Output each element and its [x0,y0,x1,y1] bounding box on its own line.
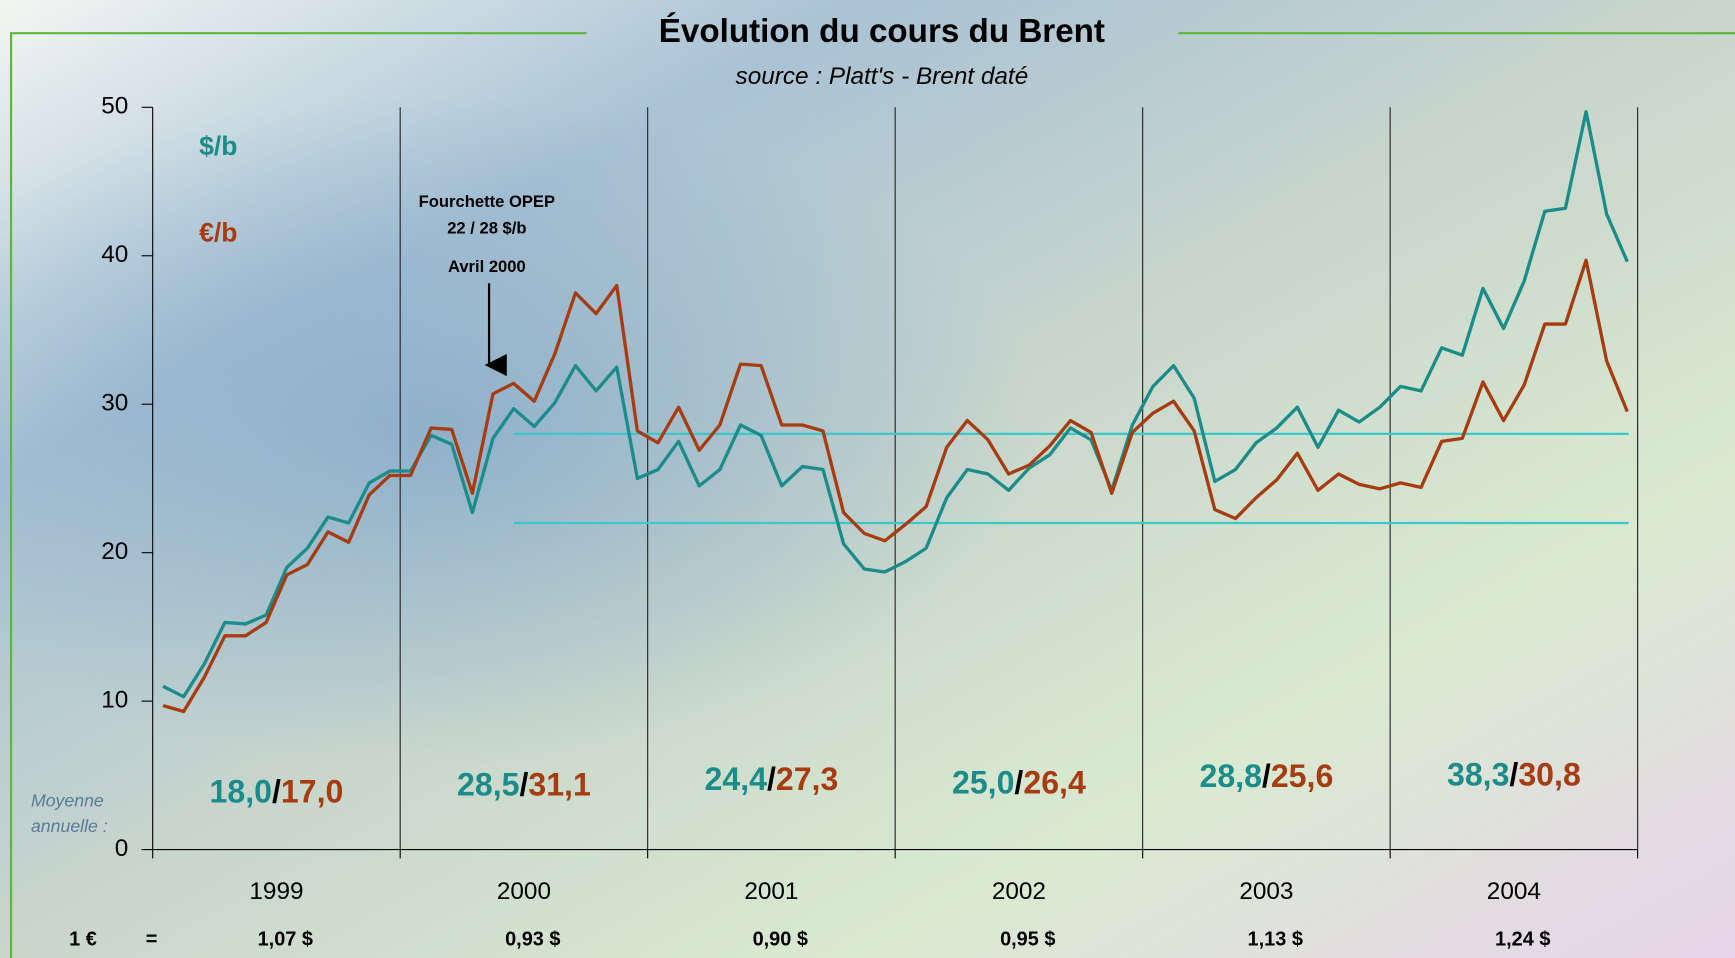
x-tick-label: 2001 [744,878,798,905]
average-usd: 28,5 [457,767,519,803]
annual-average: 24,4/27,3 [705,762,839,798]
average-separator: / [1014,765,1023,801]
exchange-rate: 0,90 $ [753,929,808,951]
annotation: Avril 2000 [448,257,526,276]
average-separator: / [272,774,281,810]
chart: Évolution du cours du Brent source : Pla… [0,0,1735,958]
background-glow [0,0,1735,958]
y-tick-label: 20 [101,538,128,565]
average-eur: 26,4 [1023,765,1086,801]
y-tick-label: 0 [115,835,129,862]
average-usd: 18,0 [210,774,272,810]
annual-average: 28,5/31,1 [457,767,591,803]
legend-label: $/b [199,131,237,161]
x-tick-label: 2003 [1239,878,1293,905]
exchange-rate: 0,95 $ [1000,929,1055,951]
annotation: 22 / 28 $/b [447,218,526,237]
average-eur: 30,8 [1518,757,1580,793]
average-separator: / [767,762,776,798]
average-usd: 28,8 [1199,758,1261,794]
average-eur: 31,1 [528,767,590,803]
annual-average: 28,8/25,6 [1199,758,1333,794]
average-caption: annuelle : [31,816,108,836]
y-tick-label: 10 [101,687,128,714]
annotation: Fourchette OPEP [419,192,555,211]
chart-subtitle: source : Platt's - Brent daté [736,63,1029,90]
annual-average: 25,0/26,4 [952,765,1086,801]
y-tick-label: 40 [101,241,128,268]
y-tick-label: 50 [101,93,128,120]
average-separator: / [1262,758,1271,794]
exchange-rate: 1,24 $ [1495,929,1550,951]
average-eur: 25,6 [1271,758,1333,794]
average-separator: / [519,767,528,803]
exchange-label: 1 € [69,929,97,951]
exchange-equals: = [146,929,158,951]
exchange-rate: 1,13 $ [1248,929,1303,951]
y-tick-label: 30 [101,390,128,417]
x-tick-label: 2000 [497,878,551,905]
average-separator: / [1509,757,1518,793]
average-usd: 38,3 [1447,757,1509,793]
annual-average: 38,3/30,8 [1447,757,1581,793]
annual-average: 18,0/17,0 [210,774,344,810]
average-usd: 25,0 [952,765,1014,801]
legend-label: €/b [199,218,237,248]
average-caption: Moyenne [31,791,104,811]
exchange-rate: 0,93 $ [505,929,560,951]
x-tick-label: 1999 [249,878,303,905]
chart-title: Évolution du cours du Brent [659,12,1105,50]
x-tick-label: 2004 [1487,878,1541,905]
average-usd: 24,4 [705,762,768,798]
average-eur: 27,3 [776,762,838,798]
average-eur: 17,0 [281,774,343,810]
x-tick-label: 2002 [992,878,1046,905]
exchange-rate: 1,07 $ [258,929,313,951]
